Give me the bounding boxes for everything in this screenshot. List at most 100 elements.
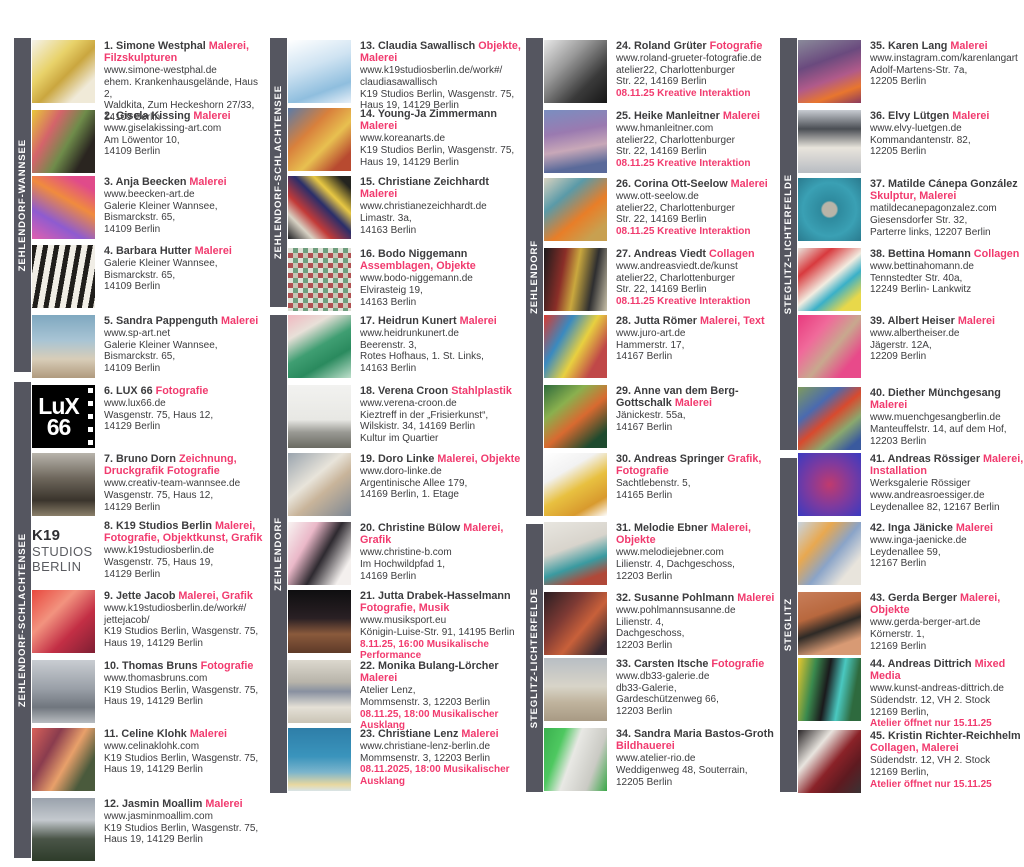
address-line: 14129 Berlin bbox=[104, 568, 161, 580]
address-line: 12203 Berlin bbox=[616, 639, 673, 651]
artist-entry: K19 STUDIOS BERLIN 8. K19 Studios Berlin M… bbox=[32, 520, 266, 583]
website-link: www.koreanarts.de bbox=[360, 133, 446, 145]
address-line: 12167 Berlin bbox=[870, 558, 927, 570]
district-column: ZEHLENDORF STEGLITZ-LICHTERFELDE 24. Rola… bbox=[522, 0, 778, 867]
artist-category: Assemblagen, Objekte bbox=[360, 260, 476, 273]
address-line: Giesensdorfer Str. 32, bbox=[870, 215, 968, 226]
artist-info: 38. Bettina Homann Collagen www.bettinah… bbox=[870, 248, 1024, 296]
address-line: 12203 Berlin bbox=[616, 570, 673, 582]
address-line: K19 Studios Berlin, Wasgenstr. 75, bbox=[360, 145, 515, 156]
artist-name: 18. Verena Croon bbox=[360, 385, 449, 397]
website-link: www.k19studiosberlin.de/work#/ bbox=[104, 603, 247, 615]
artist-category: Malerei bbox=[461, 728, 499, 740]
artist-info: 41. Andreas Rössiger Malerei, Installati… bbox=[870, 453, 1024, 513]
artist-thumbnail bbox=[32, 660, 95, 723]
address-line: 12203 Berlin bbox=[870, 435, 927, 447]
artist-entry: 23. Christiane Lenz Malerei www.christia… bbox=[288, 728, 522, 791]
artist-category: Malerei bbox=[360, 188, 398, 201]
website-link: www.roland-grueter-fotografie.de bbox=[616, 53, 762, 65]
lux66-logo: LuX 66 bbox=[32, 385, 95, 448]
artist-info: 6. LUX 66 Fotografie www.lux66.de Wasgens… bbox=[104, 385, 266, 433]
artist-title: 18. Verena Croon Stahlplastik bbox=[360, 385, 522, 397]
website-link: jettejacob/ bbox=[104, 614, 150, 626]
artist-category: Malerei, Installation bbox=[870, 453, 1024, 478]
district-rail: STEGLITZ-LICHTERFELDE bbox=[526, 524, 543, 792]
address-line: Jänickestr. 55a, bbox=[616, 410, 686, 422]
artist-title: 5. Sandra Pappenguth Malerei bbox=[104, 315, 266, 327]
artist-details: Galerie Kleiner Wannsee, Bismarckstr. 65,… bbox=[104, 258, 266, 293]
artist-entry: 11. Celine Klohk Malerei www.celinaklohk… bbox=[32, 728, 266, 791]
address-line: Manteuffelstr. 14, auf dem Hof, bbox=[870, 424, 1007, 435]
artist-name: 5. Sandra Pappenguth bbox=[104, 315, 218, 327]
artist-entry: 17. Heidrun Kunert Malerei www.heidrunku… bbox=[288, 315, 522, 378]
artist-entry: 30. Andreas Springer Grafik, Fotografie … bbox=[544, 453, 778, 516]
artist-details: www.musiksport.eu Königin-Luise-Str. 91, … bbox=[360, 615, 522, 661]
website-link: www.bodo-niggemann.de bbox=[360, 273, 473, 285]
artist-entry: 10. Thomas Bruns Fotografie www.thomasbr… bbox=[32, 660, 266, 723]
artist-info: 1. Simone Westphal Malerei, Filzskulptur… bbox=[104, 40, 266, 123]
address-line: 14163 Berlin bbox=[360, 224, 417, 236]
artist-name: 27. Andreas Viedt bbox=[616, 248, 707, 260]
artist-title: 23. Christiane Lenz Malerei bbox=[360, 728, 522, 740]
artist-entry: 37. Matilde Cánepa González Skulptur, Ma… bbox=[798, 178, 1024, 241]
artist-entry: 33. Carsten Itsche Fotografie www.db33-g… bbox=[544, 658, 778, 721]
artist-category: Malerei bbox=[205, 798, 243, 810]
website-link: www.andreasroessiger.de bbox=[870, 490, 985, 501]
artist-thumbnail bbox=[544, 315, 607, 378]
address-line: Elvirasteig 19, bbox=[360, 285, 423, 296]
artist-thumbnail bbox=[798, 315, 861, 378]
artist-title: 36. Elvy Lütgen Malerei bbox=[870, 110, 1024, 122]
address-line: atelier22, Charlottenburger bbox=[616, 272, 735, 284]
artist-info: 23. Christiane Lenz Malerei www.christia… bbox=[360, 728, 522, 788]
website-link: www.atelier-rio.de bbox=[616, 753, 696, 765]
address-line: 14129 Berlin bbox=[104, 421, 161, 433]
artist-name: 33. Carsten Itsche bbox=[616, 658, 709, 670]
address-line: Wasgenstr. 75, Haus 12, bbox=[104, 490, 214, 501]
artist-thumbnail bbox=[544, 728, 607, 791]
artist-name: 16. Bodo Niggemann bbox=[360, 248, 468, 260]
artist-title: 38. Bettina Homann Collagen bbox=[870, 248, 1024, 260]
artist-info: 8. K19 Studios Berlin Malerei, Fotografi… bbox=[104, 520, 266, 580]
artist-entry: 2. Gisela Kissing Malerei www.giselakiss… bbox=[32, 110, 266, 173]
artist-title: 31. Melodie Ebner Malerei, Objekte bbox=[616, 522, 778, 546]
address-line: Argentinische Allee 179, bbox=[360, 477, 468, 489]
artist-entry: 25. Heike Manleitner Malerei www.hmanlei… bbox=[544, 110, 778, 173]
artist-details: www.atelier-rio.de Weddigenweg 48, Souter… bbox=[616, 753, 778, 788]
artist-entry: 31. Melodie Ebner Malerei, Objekte www.m… bbox=[544, 522, 778, 585]
address-line: Kieztreff in der „Frisierkunst“, bbox=[360, 409, 489, 421]
artist-category: Malerei bbox=[737, 592, 775, 604]
artist-title: 17. Heidrun Kunert Malerei bbox=[360, 315, 522, 327]
website-link: www.heidrunkunert.de bbox=[360, 328, 459, 340]
event-note: 08.11.25 Kreative Interaktion bbox=[616, 87, 751, 99]
artist-title: 20. Christine Bülow Malerei, Grafik bbox=[360, 522, 522, 546]
website-link: www.k19studiosberlin.de bbox=[104, 545, 215, 557]
artist-info: 34. Sandra Maria Bastos-Groth Bildhauere… bbox=[616, 728, 778, 788]
address-line: 12205 Berlin bbox=[870, 76, 927, 88]
artist-info: 26. Corina Ott-Seelow Malerei www.ott-se… bbox=[616, 178, 778, 238]
artist-name: 40. Diether Münchgesang bbox=[870, 387, 1001, 399]
website-link: www.gerda-berger-art.de bbox=[870, 617, 981, 629]
artist-thumbnail bbox=[288, 453, 351, 516]
artist-title: 24. Roland Grüter Fotografie bbox=[616, 40, 778, 52]
artist-info: 7. Bruno Dorn Zeichnung, Druckgrafik Fot… bbox=[104, 453, 266, 513]
address-line: Haus 19, 14129 Berlin bbox=[104, 764, 203, 776]
artist-thumbnail bbox=[288, 660, 351, 723]
artist-category: Malerei bbox=[955, 522, 994, 534]
website-link: www.beecken-art.de bbox=[104, 189, 195, 201]
website-link: www.christiane-lenz-berlin.de bbox=[360, 741, 491, 753]
artist-entry: 35. Karen Lang Malerei www.instagram.com… bbox=[798, 40, 1024, 103]
address-line: K19 Studios Berlin, Wasgenstr. 75, bbox=[104, 822, 259, 834]
artist-details: www.thomasbruns.com K19 Studios Berlin, W… bbox=[104, 673, 266, 708]
artist-info: 36. Elvy Lütgen Malerei www.elvy-luetgen… bbox=[870, 110, 1024, 158]
artist-category: Objekte, Malerei bbox=[360, 40, 521, 65]
artist-name: 42. Inga Jänicke bbox=[870, 522, 953, 534]
artist-name: 9. Jette Jacob bbox=[104, 590, 176, 602]
artist-info: 5. Sandra Pappenguth Malerei www.sp-art.… bbox=[104, 315, 266, 375]
address-line: Beerenstr. 3, bbox=[360, 339, 417, 351]
website-link: www.simone-westphal.de bbox=[104, 65, 217, 77]
artist-thumbnail bbox=[798, 453, 861, 516]
artist-details: www.giselakissing-art.com Am Löwentor 10,… bbox=[104, 123, 266, 158]
artist-info: 16. Bodo Niggemann Assemblagen, Objekte … bbox=[360, 248, 522, 308]
artist-details: www.db33-galerie.de db33-Galerie, Gardesch… bbox=[616, 671, 778, 717]
address-line: Wasgenstr. 75, Haus 12, bbox=[104, 409, 214, 421]
